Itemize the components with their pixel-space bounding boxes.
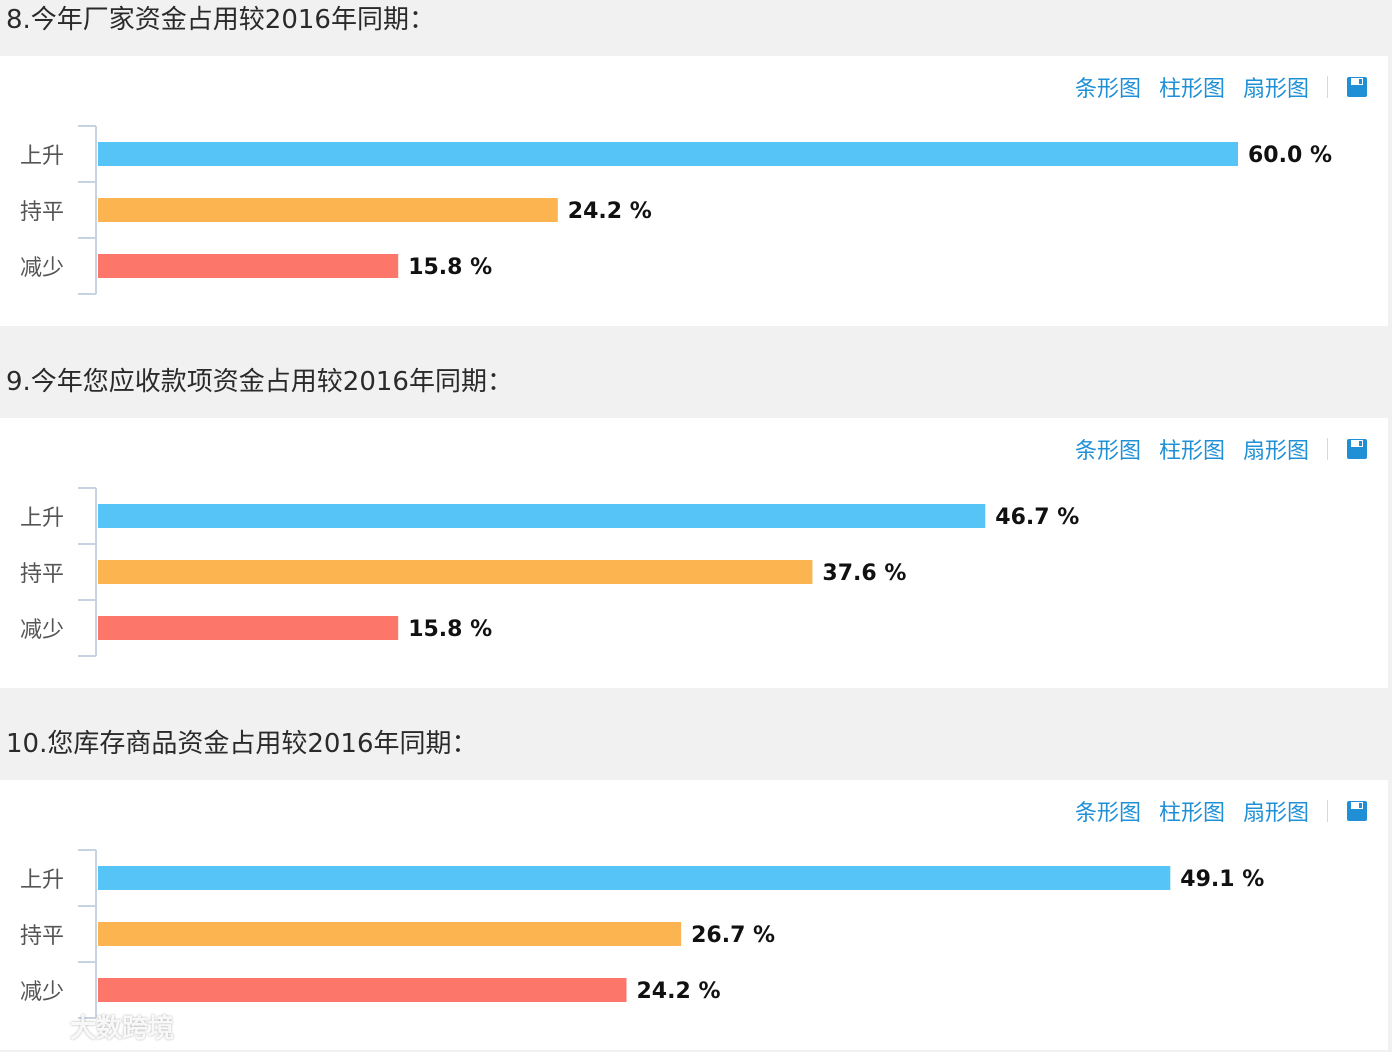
- bar-value-label: 15.8 %: [408, 617, 492, 642]
- pie-chart-button[interactable]: 扇形图: [1242, 439, 1309, 464]
- bar-chart-button[interactable]: 条形图: [1074, 77, 1141, 102]
- question-title: 9.今年您应收款项资金占用较2016年同期：: [0, 362, 1392, 418]
- bar-chart-button[interactable]: 条形图: [1074, 801, 1141, 826]
- pie-chart-button[interactable]: 扇形图: [1242, 77, 1309, 102]
- bar-chart: 上升 60.0 % 持平 24.2 % 减少 15.8 %: [20, 125, 1332, 295]
- bar[interactable]: [98, 504, 986, 528]
- toolbar-divider: [1327, 76, 1328, 98]
- category-label: 上升: [20, 144, 64, 169]
- bar[interactable]: [98, 922, 682, 946]
- category-label: 持平: [20, 562, 64, 587]
- question-title: 8.今年厂家资金占用较2016年同期：: [0, 0, 1392, 56]
- toolbar-divider: [1327, 800, 1328, 822]
- bar[interactable]: [98, 560, 813, 584]
- save-icon[interactable]: [1346, 438, 1368, 460]
- bar[interactable]: [98, 978, 627, 1002]
- category-label: 上升: [20, 868, 64, 893]
- category-label: 减少: [20, 256, 64, 281]
- bar-chart: 上升 49.1 % 持平 26.7 % 减少 24.2 %: [20, 849, 1264, 1019]
- chart-toolbar: 条形图 柱形图 扇形图: [1075, 72, 1368, 102]
- bar[interactable]: [98, 254, 399, 278]
- save-icon[interactable]: [1346, 800, 1368, 822]
- bar-chart: 上升 46.7 % 持平 37.6 % 减少 15.8 %: [20, 487, 1079, 657]
- bar-value-label: 15.8 %: [408, 255, 492, 280]
- bar[interactable]: [98, 616, 399, 640]
- question-title: 10.您库存商品资金占用较2016年同期：: [0, 724, 1392, 780]
- column-chart-button[interactable]: 柱形图: [1158, 801, 1225, 826]
- pie-chart-button[interactable]: 扇形图: [1242, 801, 1309, 826]
- watermark: 大数跨境: [10, 1008, 174, 1044]
- category-label: 减少: [20, 618, 64, 643]
- chart-panel: 条形图 柱形图 扇形图 上升 60.0 % 持平 24.2 % 减少 15.8 %: [0, 56, 1388, 326]
- chart-toolbar: 条形图 柱形图 扇形图: [1075, 796, 1368, 826]
- watermark-logo-icon: [12, 1012, 59, 1040]
- category-label: 减少: [20, 980, 64, 1005]
- chart-panel: 条形图 柱形图 扇形图 上升 49.1 % 持平 26.7 % 减少 24.2 %: [0, 780, 1388, 1050]
- bar-chart-button[interactable]: 条形图: [1074, 439, 1141, 464]
- toolbar-divider: [1327, 438, 1328, 460]
- bar-value-label: 24.2 %: [637, 979, 721, 1004]
- bar[interactable]: [98, 866, 1171, 890]
- bar-value-label: 26.7 %: [691, 923, 775, 948]
- bar-value-label: 37.6 %: [822, 561, 906, 586]
- category-label: 持平: [20, 924, 64, 949]
- watermark-text: 大数跨境: [70, 1013, 175, 1044]
- chart-toolbar: 条形图 柱形图 扇形图: [1075, 434, 1368, 464]
- save-icon[interactable]: [1346, 76, 1368, 98]
- category-label: 上升: [20, 506, 64, 531]
- bar-value-label: 49.1 %: [1180, 867, 1264, 892]
- category-label: 持平: [20, 200, 64, 225]
- bar[interactable]: [98, 142, 1238, 166]
- bar-value-label: 46.7 %: [995, 505, 1079, 530]
- chart-panel: 条形图 柱形图 扇形图 上升 46.7 % 持平 37.6 % 减少 15.8 %: [0, 418, 1388, 688]
- bar-value-label: 60.0 %: [1248, 143, 1332, 168]
- bar-value-label: 24.2 %: [568, 199, 652, 224]
- column-chart-button[interactable]: 柱形图: [1158, 77, 1225, 102]
- column-chart-button[interactable]: 柱形图: [1158, 439, 1225, 464]
- bar[interactable]: [98, 198, 558, 222]
